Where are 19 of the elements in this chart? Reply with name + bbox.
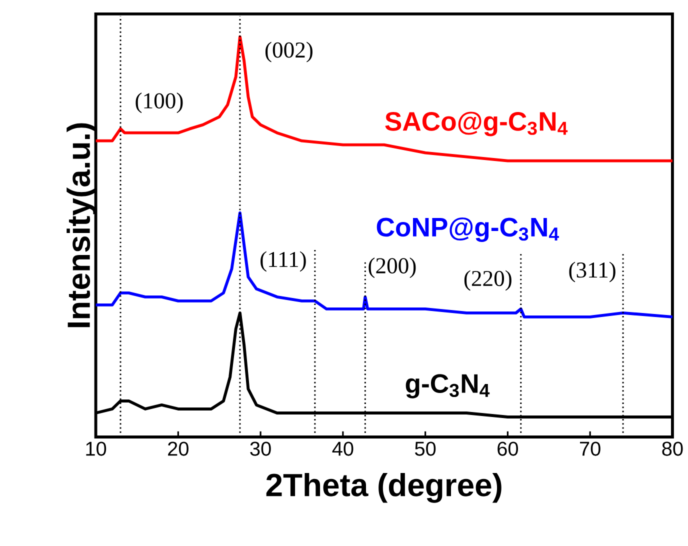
x-tick-label: 20: [168, 442, 188, 456]
annotation: (200): [368, 258, 416, 278]
annotation: (100): [136, 92, 183, 114]
series-label: SACo@g-C$_{3}$N$_{4}$: [385, 112, 568, 136]
x-tick-label: 80: [662, 442, 683, 456]
series-label: g-C$_{3}$N$_{4}$: [406, 374, 490, 398]
text: CoNP@g-C$_{3}$N$_{4}$: [376, 218, 559, 242]
x-tick-label: 10: [86, 442, 106, 456]
x-tick-label: 70: [580, 442, 600, 456]
x-axis-title: 2Theta (degree): [266, 473, 502, 503]
y-axis-title: Intensity(a.u.): [66, 123, 96, 328]
annotation: (220): [464, 270, 512, 291]
x-tick-label: 40: [332, 442, 354, 456]
annotation: (002): [265, 42, 312, 62]
x-tick-label: 30: [250, 442, 271, 456]
x-tick-label: 50: [415, 442, 436, 456]
annotation: (111): [260, 251, 306, 272]
annotation: (311): [569, 262, 616, 282]
x-tick-label: 60: [498, 442, 518, 456]
